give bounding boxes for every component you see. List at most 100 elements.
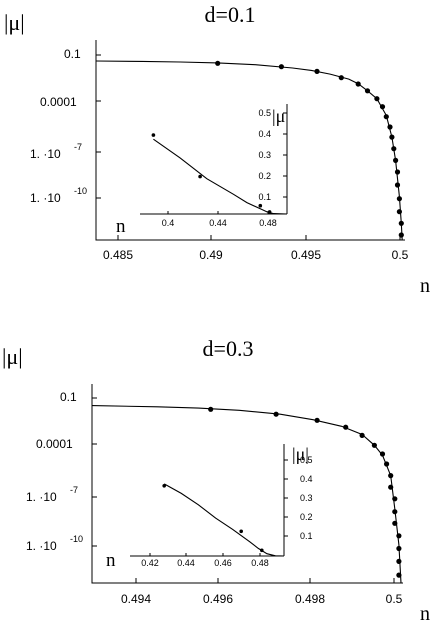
chart-2-inset-ytick-4: 0.5 [300,455,313,465]
chart-1-y-ticks [96,54,101,199]
chart-2-point-13 [396,533,402,539]
chart-1-inset-xtick-2: 0.48 [259,218,277,228]
chart-1-point-6 [374,96,380,102]
chart-2-inset-xtick-0: 0.42 [141,558,159,568]
chart-2-inset-ytick-0: 0.1 [300,531,313,541]
chart-2-ytick-label-2: 1. ·10 [26,490,57,504]
chart-2-inset-ylabel: |μ| [292,444,309,464]
chart-1-point-9 [387,124,393,130]
chart-1-inset-points [151,133,272,214]
chart-2-inset-point-1 [239,529,243,534]
chart-1-inset-point-0 [151,133,156,137]
chart-1-point-7 [379,104,386,110]
chart-1-xtick-label-0: 0.485 [103,248,133,262]
chart-1-point-11 [391,146,397,152]
chart-1-point-1 [278,64,284,70]
chart-1-point-8 [383,114,389,120]
chart-2-inset-xtick-2: 0.46 [214,558,232,568]
chart-2-point-14 [396,545,402,552]
chart-2-point-0 [208,406,214,412]
chart-1-inset-curve [153,138,288,215]
chart-2-point-12 [392,520,398,526]
chart-1-point-14 [394,182,401,188]
chart-2-point-1 [273,411,279,417]
chart-2-inset-points [162,484,264,553]
chart-2-inset-point-2 [260,548,264,553]
chart-1-point-5 [364,88,371,94]
chart-2-ylabel: |μ| [2,344,23,369]
chart-2-xtick-label-1: 0.496 [203,592,233,606]
chart-1-inset-xlabel: n [116,216,126,237]
chart-2-xtick-label-2: 0.498 [295,592,325,606]
chart-1-point-13 [394,169,401,175]
chart-1-point-4 [355,81,361,87]
chart-1-point-3 [338,75,344,81]
chart-2-title: d=0.3 [203,336,254,361]
chart-1-ytick-exp-3: -10 [74,186,87,196]
chart-2-ytick-exp-2: -7 [70,485,78,495]
chart-2-point-15 [396,558,402,565]
chart-1-xtick-label-3: 0.5 [392,248,409,262]
chart-1-inset-ylabel: |μ| [272,106,289,126]
chart-2-xtick-label-3: 0.5 [386,592,403,606]
chart-1-axes [95,40,405,241]
chart-1-inset-ytick-1: 0.2 [258,171,271,181]
chart-1-data-points [215,60,404,238]
chart-2-point-16 [396,572,402,578]
chart-1-point-2 [314,68,320,74]
chart-2-xtick-label-0: 0.494 [121,592,151,606]
chart-2-point-7 [384,461,390,467]
chart-1-point-17 [398,220,404,226]
chart-1-point-15 [396,196,402,202]
chart-2-ytick-label-0: 0.1 [60,390,77,404]
chart-2-inset-ticks [149,459,288,556]
chart-1-inset-ytick-2: 0.3 [258,150,271,160]
chart-1-point-12 [393,157,399,163]
chart-2-ytick-label-3: 1. ·10 [26,539,57,553]
chart-2-point-4 [359,432,365,438]
chart-2-axes [91,384,403,584]
chart-1-inset-ytick-0: 0.1 [258,192,271,202]
chart-2-point-8 [388,473,394,479]
chart-2-inset-curve [163,483,285,557]
chart-1-inset-point-3 [267,210,272,214]
chart-2-point-3 [343,424,349,430]
chart-2-inset-axes [130,444,285,557]
chart-1-x-ticks [117,235,401,240]
chart-1-inset-point-1 [198,174,202,179]
chart-2-xlabel: n [420,603,430,625]
chart-2: d=0.3 |μ| n 0.1 0.0001 1. ·10 -7 1. ·10 … [2,336,430,625]
chart-1-fit-curve [95,60,403,241]
chart-2-inset-xtick-3: 0.48 [251,558,269,568]
chart-2-fit-curve [91,405,402,584]
chart-1-ytick-label-3: 1. ·10 [30,191,61,205]
chart-1-xtick-label-1: 0.49 [199,248,223,262]
chart-1-inset: n |μ| 0.4 0.44 0.48 0.1 0.2 0.3 0.4 0.5 [116,104,289,237]
chart-2-point-10 [392,496,398,502]
chart-2-ytick-label-1: 0.0001 [36,437,73,451]
chart-2-axis-frame [91,384,403,584]
chart-1-point-0 [215,60,221,66]
chart-2-data-points [208,406,402,578]
chart-1-inset-ytick-3: 0.4 [258,129,271,139]
chart-1-ytick-label-1: 0.0001 [40,95,77,109]
chart-1-axis-frame [95,40,405,241]
chart-2-point-6 [379,451,386,457]
chart-2-point-11 [392,509,398,515]
chart-2-ytick-exp-3: -10 [70,534,83,544]
chart-1-ylabel: |μ| [4,10,25,35]
chart-1-inset-point-2 [258,203,263,208]
chart-2-point-5 [371,442,377,448]
chart-1-point-10 [389,134,395,140]
chart-1-inset-axes [140,104,288,215]
chart-1: d=0.1 |μ| n 0.1 0.0001 1. ·10 -7 1. ·10 … [4,2,430,297]
chart-1-inset-ytick-4: 0.5 [258,108,271,118]
chart-2-point-2 [314,417,320,423]
chart-2-inset-ytick-2: 0.3 [300,493,313,503]
chart-2-y-ticks [92,397,97,547]
chart-2-x-ticks [135,578,395,583]
chart-2-inset-ytick-1: 0.2 [300,512,313,522]
chart-2-inset-ytick-3: 0.4 [300,474,313,484]
chart-2-inset-xlabel: n [106,550,116,571]
